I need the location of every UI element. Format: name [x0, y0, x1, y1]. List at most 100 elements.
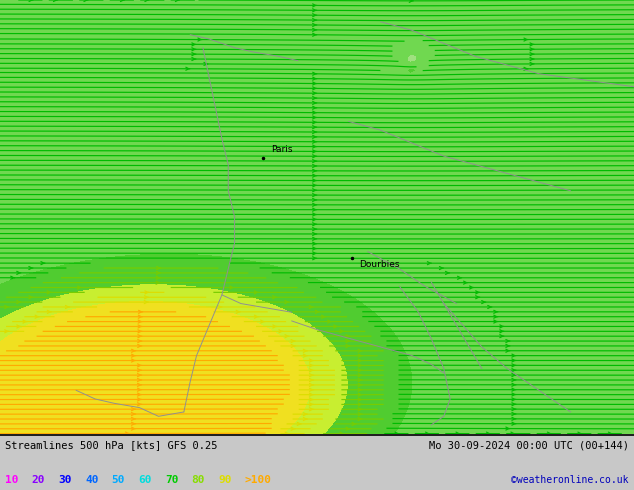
- FancyArrowPatch shape: [494, 320, 498, 323]
- FancyArrowPatch shape: [138, 388, 141, 391]
- Text: Mo 30-09-2024 00:00 UTC (00+144): Mo 30-09-2024 00:00 UTC (00+144): [429, 441, 629, 450]
- FancyArrowPatch shape: [512, 378, 516, 381]
- FancyArrowPatch shape: [358, 359, 362, 362]
- FancyArrowPatch shape: [53, 0, 58, 1]
- FancyArrowPatch shape: [358, 403, 362, 406]
- FancyArrowPatch shape: [313, 14, 317, 17]
- FancyArrowPatch shape: [313, 116, 317, 119]
- FancyArrowPatch shape: [547, 432, 552, 435]
- FancyArrowPatch shape: [309, 393, 314, 396]
- FancyArrowPatch shape: [313, 145, 317, 148]
- FancyArrowPatch shape: [291, 427, 295, 430]
- FancyArrowPatch shape: [131, 417, 136, 420]
- FancyArrowPatch shape: [512, 393, 516, 396]
- FancyArrowPatch shape: [358, 364, 362, 367]
- FancyArrowPatch shape: [131, 359, 136, 362]
- FancyArrowPatch shape: [192, 43, 196, 46]
- FancyArrowPatch shape: [313, 218, 317, 221]
- FancyArrowPatch shape: [446, 271, 450, 274]
- FancyArrowPatch shape: [131, 349, 136, 352]
- FancyArrowPatch shape: [131, 354, 136, 357]
- FancyArrowPatch shape: [511, 432, 515, 435]
- FancyArrowPatch shape: [273, 295, 277, 299]
- FancyArrowPatch shape: [297, 422, 301, 425]
- FancyArrowPatch shape: [358, 354, 362, 357]
- FancyArrowPatch shape: [512, 373, 516, 377]
- FancyArrowPatch shape: [512, 417, 516, 420]
- FancyArrowPatch shape: [482, 300, 486, 304]
- FancyArrowPatch shape: [145, 300, 148, 304]
- FancyArrowPatch shape: [16, 300, 21, 304]
- FancyArrowPatch shape: [138, 320, 142, 323]
- FancyArrowPatch shape: [138, 340, 142, 343]
- FancyArrowPatch shape: [313, 111, 317, 114]
- FancyArrowPatch shape: [512, 403, 516, 406]
- FancyArrowPatch shape: [346, 335, 350, 338]
- FancyArrowPatch shape: [512, 359, 516, 362]
- FancyArrowPatch shape: [476, 295, 480, 299]
- FancyArrowPatch shape: [500, 335, 504, 338]
- FancyArrowPatch shape: [192, 48, 196, 51]
- FancyArrowPatch shape: [506, 340, 510, 343]
- FancyArrowPatch shape: [303, 413, 307, 416]
- FancyArrowPatch shape: [439, 267, 444, 270]
- FancyArrowPatch shape: [313, 135, 317, 138]
- FancyArrowPatch shape: [279, 330, 283, 333]
- FancyArrowPatch shape: [506, 349, 510, 352]
- FancyArrowPatch shape: [138, 378, 141, 382]
- Text: ©weatheronline.co.uk: ©weatheronline.co.uk: [512, 475, 629, 486]
- FancyArrowPatch shape: [313, 4, 317, 7]
- FancyArrowPatch shape: [313, 223, 317, 226]
- FancyArrowPatch shape: [204, 62, 208, 66]
- FancyArrowPatch shape: [145, 0, 149, 1]
- FancyArrowPatch shape: [138, 398, 141, 401]
- FancyArrowPatch shape: [157, 271, 160, 274]
- FancyArrowPatch shape: [309, 403, 314, 406]
- FancyArrowPatch shape: [313, 232, 317, 236]
- Text: 30: 30: [58, 475, 72, 486]
- FancyArrowPatch shape: [358, 388, 362, 392]
- FancyArrowPatch shape: [500, 325, 504, 328]
- FancyArrowPatch shape: [131, 413, 136, 416]
- FancyArrowPatch shape: [313, 227, 317, 231]
- FancyArrowPatch shape: [29, 295, 33, 299]
- FancyArrowPatch shape: [512, 388, 516, 391]
- FancyArrowPatch shape: [358, 417, 362, 420]
- FancyArrowPatch shape: [313, 92, 317, 95]
- FancyArrowPatch shape: [313, 97, 317, 99]
- FancyArrowPatch shape: [309, 305, 313, 309]
- FancyArrowPatch shape: [303, 354, 307, 357]
- FancyArrowPatch shape: [309, 378, 314, 382]
- FancyArrowPatch shape: [340, 330, 344, 333]
- FancyArrowPatch shape: [358, 398, 362, 401]
- FancyArrowPatch shape: [186, 67, 190, 70]
- FancyArrowPatch shape: [313, 125, 317, 129]
- FancyArrowPatch shape: [313, 189, 317, 192]
- FancyArrowPatch shape: [16, 271, 21, 274]
- FancyArrowPatch shape: [425, 432, 430, 435]
- FancyArrowPatch shape: [328, 320, 332, 323]
- FancyArrowPatch shape: [313, 121, 317, 124]
- FancyArrowPatch shape: [131, 422, 136, 425]
- FancyArrowPatch shape: [313, 184, 317, 187]
- FancyArrowPatch shape: [192, 57, 196, 61]
- FancyArrowPatch shape: [358, 349, 362, 352]
- FancyArrowPatch shape: [309, 388, 314, 392]
- FancyArrowPatch shape: [333, 325, 338, 328]
- FancyArrowPatch shape: [313, 101, 317, 104]
- FancyArrowPatch shape: [313, 237, 317, 241]
- FancyArrowPatch shape: [470, 286, 474, 289]
- Text: 80: 80: [191, 475, 205, 486]
- FancyArrowPatch shape: [254, 291, 259, 294]
- FancyArrowPatch shape: [313, 208, 317, 211]
- FancyArrowPatch shape: [486, 432, 491, 435]
- FancyArrowPatch shape: [476, 291, 480, 294]
- FancyArrowPatch shape: [358, 379, 362, 382]
- FancyArrowPatch shape: [138, 335, 142, 338]
- FancyArrowPatch shape: [512, 383, 516, 386]
- FancyArrowPatch shape: [138, 344, 142, 347]
- FancyArrowPatch shape: [530, 52, 534, 56]
- FancyArrowPatch shape: [458, 276, 462, 279]
- FancyArrowPatch shape: [530, 48, 534, 51]
- FancyArrowPatch shape: [29, 0, 33, 1]
